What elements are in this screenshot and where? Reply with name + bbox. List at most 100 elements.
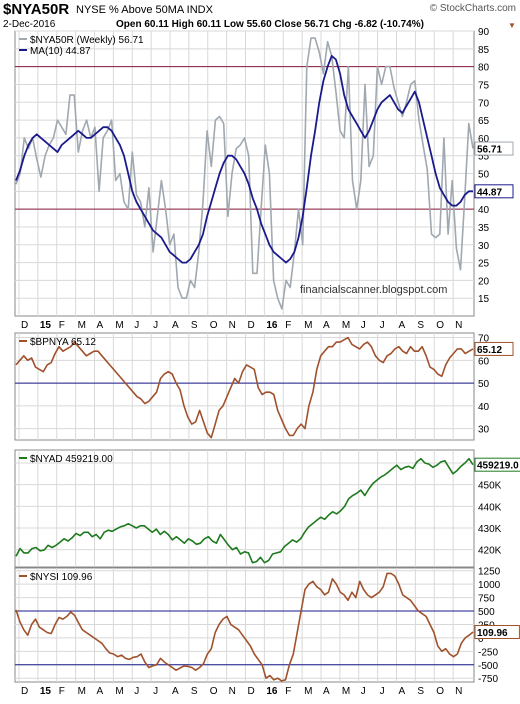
y-tick-label: 30 [478,241,490,252]
x-tick-label: D [248,686,255,697]
x-tick-label: A [399,686,406,697]
last-value-box [474,624,520,639]
series-line [15,55,473,264]
x-tick-label: N [455,686,462,697]
last-value-label: 109.96 [477,628,508,639]
legend-label: MA(10) 44.87 [30,46,91,57]
chg-marker-icon: ▼ [508,21,516,30]
panel-nyad: 420K430K440K450K460K459219.0$NYAD 459219… [14,449,520,568]
symbol-title: $NYA50R [3,1,69,18]
y-tick-label: -250 [478,647,498,658]
y-tick-label: 55 [478,152,490,163]
y-tick-label: 1250 [478,567,501,578]
x-tick-label: A [323,320,330,331]
index-name: NYSE % Above 50MA INDX [76,4,214,16]
x-tick-label: S [191,320,198,331]
y-tick-label: 50 [478,379,490,390]
panel-nya50r: 1520253035404550556065707580859056.7144.… [14,27,514,317]
x-axis-main: D 15 F M A M J J A S O N D 16 F M A M J J A S O N [21,320,462,331]
y-tick-label: 75 [478,80,490,91]
panel-frame [14,449,475,568]
x-tick-label: M [342,320,350,331]
x-tick-label: A [97,686,104,697]
series-line [15,572,474,682]
legend-label: $NYAD 459219.00 [30,454,113,465]
x-tick-label: M [78,686,86,697]
x-tick-label: N [455,320,462,331]
x-tick-label: A [172,320,179,331]
x-tick-label: A [399,320,406,331]
y-tick-label: 50 [478,170,490,181]
legend-label: $NYA50R (Weekly) 56.71 [30,35,144,46]
x-tick-label: O [210,686,218,697]
x-tick-label: 16 [266,320,278,331]
series-line [15,37,474,310]
x-tick-label: D [248,320,255,331]
y-tick-label: 40 [478,402,490,413]
x-tick-label: A [172,686,179,697]
y-tick-label: 70 [478,98,490,109]
y-tick-label: 30 [478,425,490,436]
last-value-box [474,457,520,472]
x-tick-label: J [380,320,385,331]
y-tick-label: 20 [478,276,490,287]
y-tick-label: 500 [478,607,495,618]
x-tick-label: 15 [40,686,52,697]
x-tick-label: M [304,320,312,331]
y-tick-label: 80 [478,63,490,74]
last-value-label: 44.87 [477,187,502,198]
last-value-box [474,341,514,356]
x-tick-label: S [191,686,198,697]
quote-line: Open 60.11 High 60.11 Low 55.60 Close 56… [116,19,424,30]
y-tick-label: 25 [478,259,490,270]
x-tick-label: J [153,686,158,697]
copyright-label: © StockCharts.com [430,3,516,14]
y-tick-label: 430K [478,524,502,535]
x-axis-bottom: D 15 F M A M J J A S O N D 16 F M A M J J A S O N [21,686,462,697]
x-tick-label: O [436,320,444,331]
y-tick-label: 15 [478,294,490,305]
x-tick-label: O [436,686,444,697]
x-tick-label: J [380,686,385,697]
last-value-label: 65.12 [477,345,502,356]
watermark-text: financialscanner.blogspot.com [300,284,447,296]
x-tick-label: M [78,320,86,331]
x-tick-label: 16 [266,686,278,697]
date-label: 2-Dec-2016 [3,19,56,30]
x-tick-label: N [229,320,236,331]
y-tick-label: 1000 [478,580,501,591]
x-tick-label: F [285,320,291,331]
x-tick-label: J [361,320,366,331]
x-tick-label: M [115,686,123,697]
x-tick-label: F [59,320,65,331]
y-tick-label: 60 [478,134,490,145]
panel-frame [14,332,475,441]
y-tick-label: -500 [478,661,498,672]
legend-label: $BPNYA 65.12 [30,337,96,348]
y-tick-label: 90 [478,27,490,38]
last-value-label: 459219.0 [477,461,519,472]
last-value-box [474,184,514,199]
y-tick-label: 0 [478,634,484,645]
y-tick-label: 450K [478,481,502,492]
x-tick-label: D [21,686,28,697]
y-tick-label: 440K [478,502,502,513]
x-tick-label: J [153,320,158,331]
y-tick-label: 420K [478,546,502,557]
x-tick-label: N [229,686,236,697]
x-tick-label: A [97,320,104,331]
y-tick-label: 70 [478,334,490,345]
legend-label: $NYSI 109.96 [30,572,93,583]
y-tick-label: 750 [478,594,495,605]
series-line [15,457,474,564]
x-tick-label: M [115,320,123,331]
panel-frame [14,567,475,683]
x-tick-label: M [304,686,312,697]
y-tick-label: -750 [478,674,498,685]
x-tick-label: S [417,320,424,331]
x-tick-label: J [361,686,366,697]
x-tick-label: J [134,320,139,331]
y-tick-label: 40 [478,205,490,216]
x-tick-label: S [417,686,424,697]
